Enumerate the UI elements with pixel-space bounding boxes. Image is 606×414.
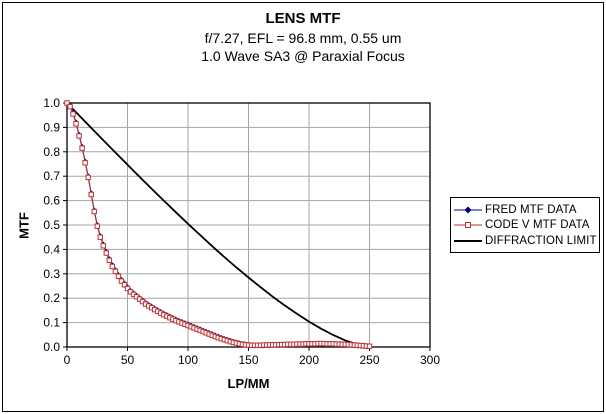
x-axis-title: LP/MM <box>227 376 270 391</box>
marker-square-open <box>366 343 373 349</box>
legend-item-code-v-mtf-data: CODE V MTF DATA <box>454 219 596 231</box>
marker-square-open <box>73 121 79 127</box>
y-tick-label: 0.5 <box>43 218 60 232</box>
chart-title-block: LENS MTF f/7.27, EFL = 96.8 mm, 0.55 um … <box>0 10 606 66</box>
x-tick-label: 150 <box>238 353 258 367</box>
marker-square-open <box>67 103 73 110</box>
marker-square-open <box>85 174 91 181</box>
y-axis-title: MTF <box>16 212 32 239</box>
marker-square-open <box>121 282 128 288</box>
y-tick-label: 0.1 <box>43 316 60 330</box>
marker-square-open <box>124 285 131 292</box>
legend-label-diffraction: DIFFRACTION LIMIT <box>485 234 597 247</box>
marker-square-open <box>118 278 125 284</box>
marker-square-open <box>79 145 85 151</box>
marker-square-open <box>76 133 82 139</box>
chart-subtitle-2: 1.0 Wave SA3 @ Paraxial Focus <box>201 48 405 65</box>
y-tick-label: 0.4 <box>43 242 60 256</box>
diffraction-series-swatch-icon <box>454 239 482 242</box>
x-tick-label: 100 <box>178 353 198 367</box>
marker-square-open <box>106 257 113 264</box>
x-tick-label: 250 <box>359 353 379 367</box>
x-tick-label: 50 <box>121 353 135 367</box>
marker-square-open <box>88 191 94 198</box>
marker-square-open <box>100 243 106 249</box>
y-tick-label: 0.9 <box>43 120 60 134</box>
marker-square-open <box>109 263 116 270</box>
marker-square-open <box>82 160 88 166</box>
fred-series-swatch-icon <box>454 206 482 213</box>
y-tick-label: 0.7 <box>43 169 60 183</box>
marker-square-open <box>112 268 119 275</box>
legend: FRED MTF DATA CODE V MTF DATA DIFFRACTIO… <box>450 197 600 253</box>
legend-item-diffraction-limit: DIFFRACTION LIMIT <box>454 235 596 247</box>
marker-square-open <box>91 208 97 215</box>
y-tick-label: 0.2 <box>43 291 60 305</box>
codev-series-swatch-icon <box>454 222 482 228</box>
marker-square-open <box>70 111 76 117</box>
marker-square-open <box>103 250 110 256</box>
y-tick-label: 0.8 <box>43 145 60 159</box>
x-tick-label: 300 <box>420 353 440 367</box>
marker-square-open <box>94 223 100 229</box>
x-tick-label: 0 <box>64 353 71 367</box>
legend-label-codev: CODE V MTF DATA <box>485 219 590 231</box>
legend-label-fred: FRED MTF DATA <box>485 203 577 216</box>
x-tick-label: 200 <box>299 353 319 367</box>
marker-square-open <box>97 234 103 240</box>
y-tick-label: 0.3 <box>43 267 60 281</box>
series-line-diffraction-limit <box>66 102 370 348</box>
marker-square-open <box>115 273 122 279</box>
marker-square-open <box>64 100 70 106</box>
chart-title: LENS MTF <box>265 10 341 27</box>
y-tick-label: 1.0 <box>43 96 60 110</box>
legend-item-fred-mtf-data: FRED MTF DATA <box>454 204 596 216</box>
chart-subtitle-1: f/7.27, EFL = 96.8 mm, 0.55 um <box>204 29 402 46</box>
y-tick-label: 0.0 <box>43 340 60 354</box>
y-tick-label: 0.6 <box>43 194 60 208</box>
